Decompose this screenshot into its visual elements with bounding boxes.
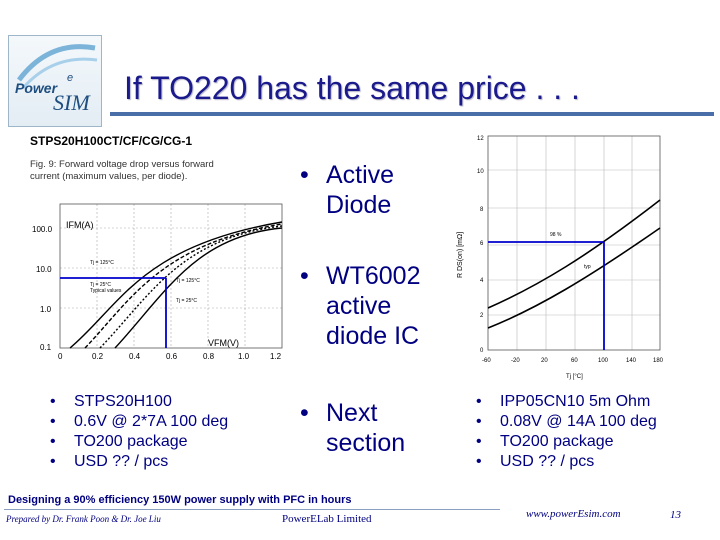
y-tick: 2 — [480, 313, 484, 319]
curve-label: Tj = 125°C — [176, 278, 200, 284]
curve-label: 98 % — [550, 232, 562, 238]
x-tick: 100 — [598, 358, 609, 364]
logo-sim-text: SIM — [53, 90, 90, 115]
footer-title: Designing a 90% efficiency 150W power su… — [8, 494, 352, 506]
y-tick: 12 — [477, 136, 484, 142]
swoosh-icon — [17, 44, 98, 89]
x-tick: 1.0 — [238, 352, 250, 361]
figure-caption-line1: Fig. 9: Forward voltage drop versus forw… — [30, 159, 214, 170]
x-axis-label: Tj [°C] — [566, 374, 583, 380]
y-tick: 10.0 — [36, 265, 52, 274]
x-tick: 0.6 — [166, 352, 178, 361]
rdson-plot: 12 10 8 6 4 2 0 -60 -20 20 60 100 140 18… — [457, 135, 664, 380]
y-axis-label: IFM(A) — [66, 220, 94, 230]
curve-label: typ — [584, 264, 591, 270]
list-item: 0.6V @ 2*7A 100 deg — [46, 412, 228, 432]
y-tick: 100.0 — [32, 225, 53, 234]
y-tick: 4 — [480, 278, 484, 284]
bullet-line: Active — [326, 161, 395, 189]
x-axis-label: VFM(V) — [208, 338, 239, 348]
x-tick: 180 — [653, 358, 664, 364]
y-axis-label: R DS(on) [mΩ] — [457, 232, 464, 278]
bullet-active-diode: • Active Diode — [300, 161, 395, 219]
curve-label: Tj = 25°C — [90, 282, 111, 288]
bullet-line: WT6002 — [326, 262, 421, 290]
y-tick: 1.0 — [40, 305, 52, 314]
slide-title: If TO220 has the same price . . . — [124, 70, 580, 106]
title-underline — [110, 112, 714, 116]
x-tick: 60 — [571, 358, 578, 364]
y-tick: 0 — [480, 348, 484, 354]
list-item: USD ?? / pcs — [46, 452, 228, 472]
list-item: STPS20H100 — [46, 392, 228, 412]
page-number: 13 — [670, 509, 681, 521]
right-spec-list: IPP05CN10 5m Ohm 0.08V @ 14A 100 deg TO2… — [472, 392, 657, 472]
y-tick: 10 — [477, 169, 484, 175]
list-item: IPP05CN10 5m Ohm — [472, 392, 657, 412]
footer-website-link[interactable]: www.powerEsim.com — [526, 508, 621, 520]
list-item: TO200 package — [46, 432, 228, 452]
bullet-line: diode IC — [326, 322, 420, 350]
curve-label: Typical values — [90, 288, 122, 294]
logo-superscript: e — [67, 72, 74, 84]
footer-divider — [4, 509, 500, 510]
x-tick: 1.2 — [270, 352, 282, 361]
y-tick: 0.1 — [40, 343, 52, 352]
y-tick: 8 — [480, 207, 484, 213]
figure-caption-line2: current (maximum values, per diode). — [30, 171, 188, 182]
bullet-wt6002: • WT6002 active diode IC — [300, 262, 421, 350]
left-spec-list: STPS20H100 0.6V @ 2*7A 100 deg TO200 pac… — [46, 392, 228, 472]
logo-power-text: Power — [15, 80, 58, 96]
x-tick: 0.2 — [92, 352, 104, 361]
footer-authors: Prepared by Dr. Frank Poon & Dr. Joe Liu — [6, 514, 161, 524]
curve-label: Tj = 25°C — [176, 298, 197, 304]
bullet-line: Diode — [326, 191, 392, 219]
footer-company: PowerELab Limited — [282, 513, 372, 525]
x-tick: 0.4 — [129, 352, 141, 361]
x-tick: 0.8 — [203, 352, 215, 361]
list-item: 0.08V @ 14A 100 deg — [472, 412, 657, 432]
y-tick: 6 — [480, 241, 484, 247]
x-tick: -60 — [482, 358, 491, 364]
curve-label: Tj = 125°C — [90, 260, 114, 266]
figure-heading: STPS20H100CT/CF/CG/CG-1 — [30, 134, 193, 148]
bullet-line: Next — [326, 399, 378, 427]
bullet-line: active — [326, 292, 392, 320]
diode-plot: IFM(A) VFM(V) 100.0 10.0 1.0 0.1 0 0.2 0… — [32, 203, 283, 361]
x-tick: -20 — [511, 358, 520, 364]
x-tick: 0 — [58, 352, 63, 361]
list-item: USD ?? / pcs — [472, 452, 657, 472]
x-tick: 20 — [541, 358, 548, 364]
powersim-logo: Power e SIM — [8, 35, 102, 127]
x-tick: 140 — [626, 358, 637, 364]
bullet-next-section: • Next section — [300, 399, 406, 457]
diode-forward-figure: STPS20H100CT/CF/CG/CG-1 Fig. 9: Forward … — [30, 126, 292, 362]
list-item: TO200 package — [472, 432, 657, 452]
bullet-line: section — [326, 429, 406, 457]
